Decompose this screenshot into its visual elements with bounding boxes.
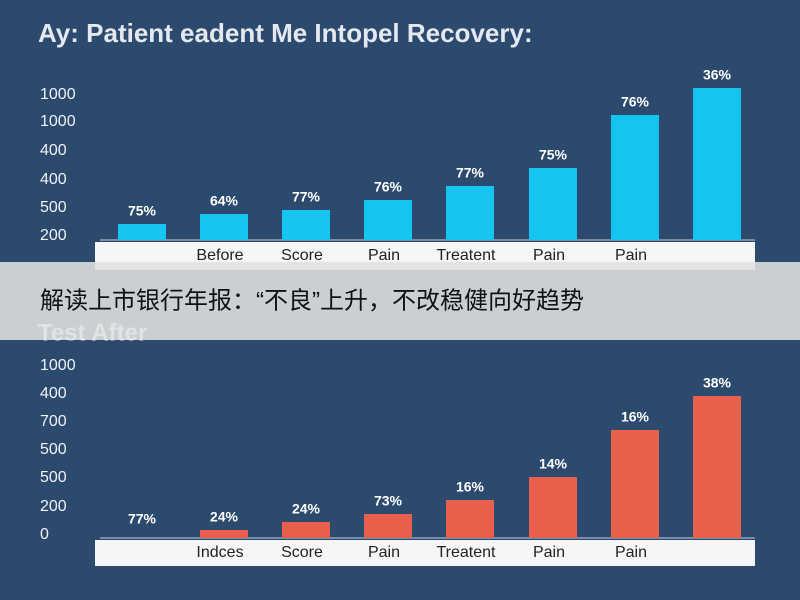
category-label: Pain xyxy=(533,544,565,561)
banner-text: 解读上市银行年报：“不良”上升，不改稳健向好趋势 xyxy=(40,287,584,314)
y-label: 1000 xyxy=(40,357,76,374)
bar-label: 24% xyxy=(210,509,239,525)
bar-label: 76% xyxy=(621,94,650,110)
bar-label: 36% xyxy=(703,67,732,83)
bar-label: 73% xyxy=(374,493,403,509)
category-label: Score xyxy=(281,247,323,264)
y-label: 200 xyxy=(40,227,67,244)
bar xyxy=(529,477,577,538)
bar-label: 38% xyxy=(703,375,732,391)
bar-label: 14% xyxy=(539,456,568,472)
bar xyxy=(611,115,659,240)
bar-label: 77% xyxy=(292,189,321,205)
chart-title: Ay: Patient eadent Me Intopel Recovery: xyxy=(38,18,533,48)
bar-label: 76% xyxy=(374,179,403,195)
bar xyxy=(364,514,412,538)
y-label: 700 xyxy=(40,413,67,430)
bar-label: 64% xyxy=(210,193,239,209)
bar-label: 24% xyxy=(292,501,321,517)
bar xyxy=(364,200,412,240)
category-strip xyxy=(95,540,755,566)
category-label: Treatent xyxy=(437,544,497,561)
bar xyxy=(282,210,330,240)
y-label: 1000 xyxy=(40,86,76,103)
category-label: Treatent xyxy=(437,247,497,264)
bar-label: 16% xyxy=(621,409,650,425)
bar xyxy=(446,500,494,538)
category-label: Score xyxy=(281,544,323,561)
bar-label: 77% xyxy=(456,165,485,181)
charts: Ay: Patient eadent Me Intopel Recovery: 1… xyxy=(38,18,755,566)
bar xyxy=(446,186,494,240)
bar xyxy=(118,224,166,240)
category-label: Pain xyxy=(533,247,565,264)
category-label: Indces xyxy=(196,544,243,561)
category-label: Pain xyxy=(368,544,400,561)
y-label: 400 xyxy=(40,385,67,402)
bar-label: 16% xyxy=(456,479,485,495)
bar xyxy=(200,530,248,538)
y-label: 0 xyxy=(40,526,49,543)
y-label: 400 xyxy=(40,171,67,188)
bar xyxy=(200,214,248,240)
category-label: Before xyxy=(196,247,243,264)
category-label: Pain xyxy=(615,544,647,561)
bar xyxy=(693,396,741,538)
y-label: 500 xyxy=(40,441,67,458)
bar xyxy=(611,430,659,538)
bar xyxy=(693,88,741,240)
banner xyxy=(0,262,800,340)
y-label: 500 xyxy=(40,199,67,216)
category-label: Pain xyxy=(368,247,400,264)
bar-label: 77% xyxy=(128,511,157,527)
y-label: 1000 xyxy=(40,113,76,130)
category-label: Pain xyxy=(615,247,647,264)
y-label: 500 xyxy=(40,469,67,486)
bar xyxy=(529,168,577,240)
y-label: 200 xyxy=(40,498,67,515)
bar xyxy=(282,522,330,538)
y-label: 400 xyxy=(40,142,67,159)
bar-label: 75% xyxy=(539,147,568,163)
bar-label: 75% xyxy=(128,203,157,219)
